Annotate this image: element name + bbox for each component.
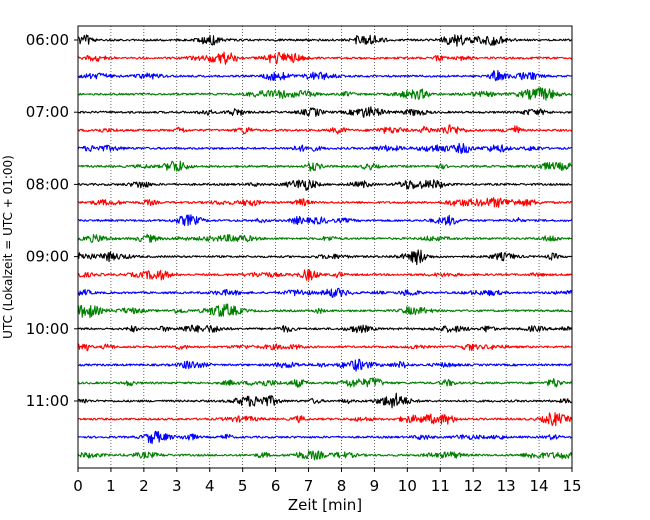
trace-line	[77, 106, 573, 118]
trace-line	[77, 430, 573, 445]
x-tick-label: 11	[431, 477, 450, 495]
y-tick-label: 11:00	[26, 392, 69, 410]
y-axis-label: UTC (Lokalzeit = UTC + 01:00)	[1, 155, 15, 339]
x-tick-label: 7	[304, 477, 314, 495]
x-tick-label: 4	[205, 477, 215, 495]
trace-line	[77, 450, 573, 461]
plot-frame	[77, 25, 573, 469]
x-tick-label: 9	[370, 477, 380, 495]
trace-line	[77, 142, 573, 155]
trace-line	[77, 51, 573, 65]
y-tick-label: 10:00	[26, 320, 69, 338]
y-axis-ticks: 06:00 07:00 08:00 09:00 10:00 11:00	[26, 31, 78, 410]
trace-line	[77, 124, 573, 135]
trace-line	[77, 249, 573, 266]
trace-line	[77, 412, 573, 427]
x-tick-label: 14	[530, 477, 549, 495]
trace-line	[77, 233, 573, 243]
y-tick-label: 06:00	[26, 31, 69, 49]
trace-line	[77, 69, 573, 82]
y-tick-label: 09:00	[26, 248, 69, 266]
trace-line	[77, 287, 573, 298]
trace-line	[77, 358, 573, 372]
trace-line	[77, 86, 573, 101]
trace-line	[77, 34, 573, 47]
x-tick-label: 3	[172, 477, 182, 495]
x-tick-label: 1	[106, 477, 116, 495]
x-tick-label: 8	[337, 477, 347, 495]
plot-background	[78, 26, 572, 468]
x-axis-label: Zeit [min]	[288, 496, 362, 514]
trace-line	[77, 179, 573, 191]
trace-line	[77, 197, 573, 208]
trace-line	[77, 214, 573, 227]
x-axis-ticks: 0 1 2 3 4 5 6 7 8 9 10 11 12 13 14 15	[73, 468, 582, 495]
trace-line	[77, 392, 573, 409]
trace-line	[77, 377, 573, 388]
y-tick-label: 08:00	[26, 175, 69, 193]
y-tick-label: 07:00	[26, 103, 69, 121]
trace-line	[77, 303, 573, 319]
trace-line	[77, 269, 573, 281]
trace-line	[77, 160, 573, 172]
trace-line	[77, 324, 573, 334]
seismogram-traces	[77, 34, 573, 461]
x-tick-label: 6	[271, 477, 281, 495]
x-tick-label: 0	[73, 477, 83, 495]
trace-line	[77, 343, 573, 352]
x-tick-label: 5	[238, 477, 248, 495]
x-tick-label: 15	[562, 477, 581, 495]
x-tick-label: 10	[398, 477, 417, 495]
x-tick-label: 2	[139, 477, 149, 495]
x-tick-label: 13	[497, 477, 516, 495]
x-tick-label: 12	[464, 477, 483, 495]
